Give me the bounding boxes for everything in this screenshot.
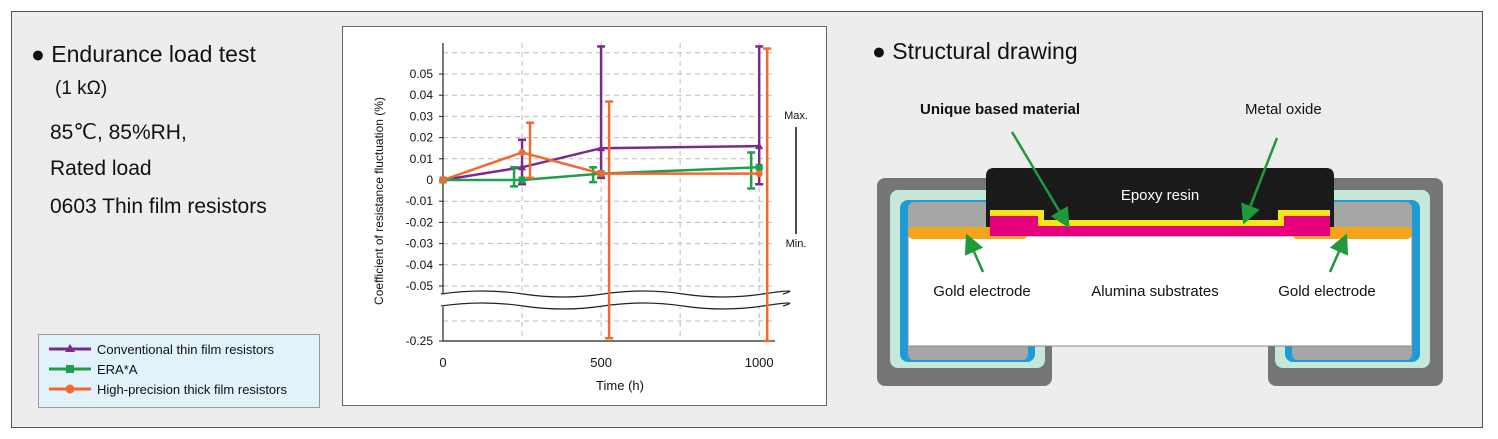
label-unique-material: Unique based material: [920, 101, 1080, 118]
condition-load: Rated load: [50, 157, 152, 181]
square-marker-icon: [47, 361, 93, 377]
legend-item-thick: High-precision thick film resistors: [39, 379, 319, 399]
y-tick-label-6: -0.01: [406, 194, 434, 208]
legend-label-era: ERA*A: [97, 362, 137, 377]
endurance-heading: ● Endurance load test: [31, 41, 256, 68]
label-epoxy-resin: Epoxy resin: [1121, 187, 1199, 204]
point-2-3: [756, 170, 763, 177]
y-tick-label-2: 0.03: [410, 109, 434, 123]
legend-item-conventional: Conventional thin film resistors: [39, 339, 319, 359]
y-tick-label-9: -0.04: [406, 258, 434, 272]
chart-svg: 0.05 0.04 0.03 0.02 0.01 0 -0.01 -0.02 -0.03 -0.0…: [343, 27, 826, 405]
point-2-0: [440, 177, 447, 184]
x-axis-label: Time (h): [596, 378, 644, 393]
axis-labels: Time (h) Coefficient of resistance fluct…: [372, 97, 808, 393]
y-tick-label-8: -0.03: [406, 237, 434, 251]
resistance-value: (1 kΩ): [55, 78, 107, 100]
x-tick-label-0: 0: [439, 355, 446, 370]
x-tick-label-1: 500: [590, 355, 612, 370]
y-tick-label-5: 0: [426, 173, 433, 187]
triangle-marker-icon: [47, 341, 93, 357]
x-tick-label-2: 1000: [745, 355, 774, 370]
legend-label-conventional: Conventional thin film resistors: [97, 342, 274, 357]
point-2-2: [598, 170, 605, 177]
y-tick-label-3: 0.02: [410, 131, 434, 145]
label-alumina: Alumina substrates: [1091, 283, 1219, 300]
point-1-3: [756, 164, 763, 171]
y-tick-label-1: 0.04: [410, 88, 434, 102]
chart-legend: Conventional thin film resistors ERA*A H…: [38, 334, 320, 408]
y-tick-label-0: 0.05: [410, 67, 434, 81]
label-gold-electrode-left: Gold electrode: [933, 283, 1031, 300]
point-1-1: [519, 177, 526, 184]
condition-part: 0603 Thin film resistors: [50, 195, 267, 219]
chart-panel: 0.05 0.04 0.03 0.02 0.01 0 -0.01 -0.02 -0.03 -0.0…: [342, 26, 827, 406]
legend-item-era: ERA*A: [39, 359, 319, 379]
max-label: Max.: [784, 110, 808, 122]
label-gold-electrode-right: Gold electrode: [1278, 283, 1376, 300]
y-tick-label-10: -0.05: [406, 279, 434, 293]
structure-heading: ● Structural drawing: [872, 38, 1078, 65]
y-tick-label-7: -0.02: [406, 215, 434, 229]
point-2-1: [519, 149, 526, 156]
legend-label-thick: High-precision thick film resistors: [97, 382, 287, 397]
min-label: Min.: [786, 238, 807, 250]
condition-temp-humidity: 85℃, 85%RH,: [50, 120, 187, 145]
y-tick-label-4: 0.01: [410, 152, 434, 166]
y-tick-label-11: -0.25: [406, 334, 434, 348]
circle-marker-icon: [47, 381, 93, 397]
label-metal-oxide: Metal oxide: [1245, 101, 1322, 118]
structure-diagram: Unique based material Metal oxide Epoxy …: [860, 90, 1460, 400]
y-axis-label: Coefficient of resistance fluctuation (%…: [372, 97, 386, 305]
